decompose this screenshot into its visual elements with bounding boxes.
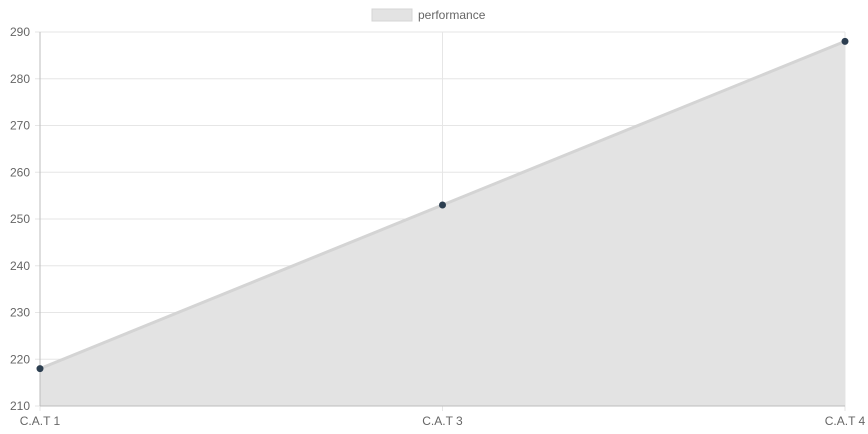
y-tick-label-250: 250 <box>10 212 30 226</box>
y-tick-label-220: 220 <box>10 352 30 366</box>
x-tick-label-2: C.A.T 3 <box>422 414 463 428</box>
data-point-2 <box>439 201 446 209</box>
tick-labels: 210 220 230 240 250 260 270 280 290 C.A.T 1 C.A.T … <box>10 25 866 428</box>
y-tick-label-290: 290 <box>10 25 30 39</box>
y-tick-label-270: 270 <box>10 119 30 133</box>
y-tick-label-280: 280 <box>10 72 30 86</box>
data-points <box>36 37 849 373</box>
y-tick-label-240: 240 <box>10 259 30 273</box>
y-tick-label-260: 260 <box>10 165 30 179</box>
legend-label-performance[interactable]: performance <box>418 8 486 22</box>
y-tick-label-210: 210 <box>10 399 30 413</box>
y-tick-label-230: 230 <box>10 306 30 320</box>
data-point-3 <box>841 37 849 45</box>
data-point-1 <box>36 365 44 373</box>
axes <box>39 32 845 407</box>
legend-swatch[interactable] <box>371 8 413 22</box>
series-area-1 <box>40 41 845 406</box>
x-tick-label-1: C.A.T 1 <box>20 414 61 428</box>
legend[interactable]: performance <box>371 8 486 22</box>
x-tick-label-3: C.A.T 4 <box>825 414 866 428</box>
